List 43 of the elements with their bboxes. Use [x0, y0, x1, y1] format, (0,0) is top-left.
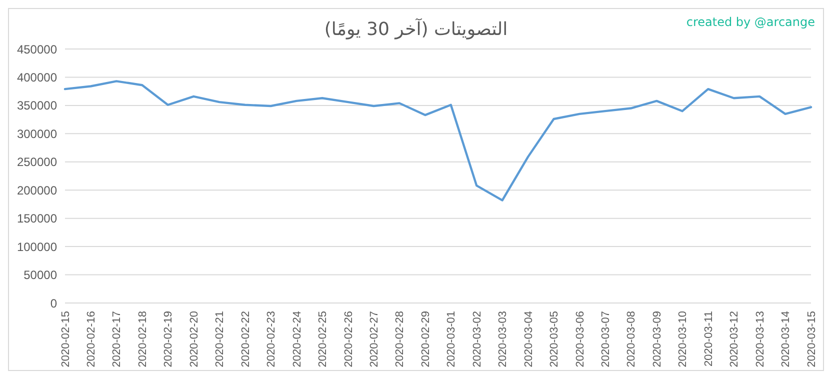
x-tick-label: 2020-03-12	[728, 311, 741, 368]
x-tick-label: 2020-02-26	[342, 311, 355, 368]
y-tick-label: 50000	[24, 268, 58, 282]
x-tick-label: 2020-03-03	[497, 311, 510, 368]
x-tick-label: 2020-02-18	[136, 311, 149, 368]
y-tick-label: 400000	[16, 70, 58, 84]
x-tick-label: 2020-03-10	[677, 311, 690, 368]
x-tick-label: 2020-02-29	[420, 311, 432, 368]
x-tick-label: 2020-02-28	[394, 311, 406, 368]
y-tick-label: 0	[50, 296, 58, 310]
y-tick-label: 350000	[16, 98, 58, 113]
x-tick-label: 2020-03-08	[626, 311, 638, 368]
x-tick-label: 2020-02-15	[60, 311, 72, 368]
x-tick-label: 2020-02-24	[291, 311, 304, 368]
x-tick-label: 2020-03-04	[522, 311, 535, 368]
x-tick-label: 2020-03-14	[780, 311, 792, 368]
x-tick-label: 2020-02-25	[317, 311, 330, 368]
x-tick-label: 2020-03-09	[651, 311, 664, 368]
x-tick-label: 2020-03-15	[806, 311, 818, 368]
y-tick-label: 300000	[16, 126, 58, 141]
x-tick-label: 2020-03-02	[471, 311, 484, 368]
x-tick-label: 2020-02-20	[188, 311, 200, 368]
line-series	[64, 80, 812, 202]
x-tick-label: 2020-03-06	[574, 311, 586, 368]
x-tick-label: 2020-02-22	[240, 311, 252, 368]
x-tick-label: 2020-02-21	[214, 311, 226, 368]
y-tick-label: 150000	[16, 212, 58, 226]
y-tick-label: 450000	[16, 42, 58, 56]
x-tick-label: 2020-03-11	[702, 311, 715, 366]
x-tick-label: 2020-03-07	[600, 311, 612, 368]
x-tick-label: 2020-03-01	[446, 311, 458, 368]
x-tick-label: 2020-02-27	[368, 311, 380, 368]
y-tick-label: 100000	[16, 240, 58, 254]
x-tick-label: 2020-02-17	[111, 311, 124, 368]
chart-title: التصويتات (آخر 30 يومًا)	[324, 19, 508, 40]
text: created by @arcange	[686, 15, 815, 29]
x-tick-label: 2020-02-23	[266, 311, 278, 368]
x-tick-label: 2020-03-05	[548, 311, 561, 368]
x-tick-label: 2020-02-19	[162, 311, 175, 368]
y-tick-label: 200000	[16, 183, 58, 198]
x-tick-label: 2020-03-13	[754, 311, 766, 368]
y-tick-label: 250000	[16, 155, 58, 170]
x-tick-label: 2020-02-16	[86, 311, 98, 368]
